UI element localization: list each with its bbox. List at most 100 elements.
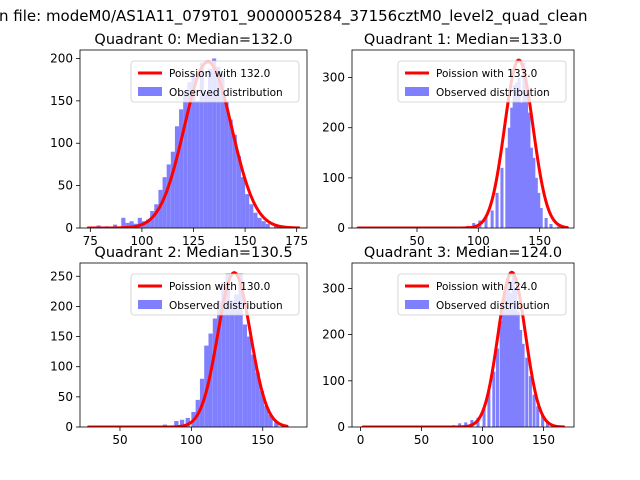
x-tick-label: 100 xyxy=(130,234,153,248)
histogram-bar xyxy=(507,127,511,228)
histogram-bar xyxy=(240,177,246,228)
x-tick-label: 100 xyxy=(471,433,494,447)
y-tick-label: 50 xyxy=(58,179,73,193)
histogram-bar xyxy=(537,192,541,228)
legend: Poission with 132.0 Observed distribution xyxy=(130,60,300,103)
x-tick-label: 75 xyxy=(83,234,98,248)
subplot-title: Quadrant 0: Median=132.0 xyxy=(94,32,292,48)
x-tick-label: 50 xyxy=(112,433,127,447)
histogram-bar xyxy=(251,354,256,427)
histogram-bar xyxy=(203,92,208,228)
histogram-bar xyxy=(259,390,265,427)
x-tick-label: 175 xyxy=(285,234,308,248)
histogram-bar xyxy=(528,376,532,427)
histogram-bar xyxy=(199,62,204,228)
histogram-bar xyxy=(534,177,538,228)
subplot-title: Quadrant 3: Median=124.0 xyxy=(364,245,562,261)
legend-box xyxy=(130,60,300,103)
subplot-title: Quadrant 2: Median=130.5 xyxy=(94,245,292,261)
histogram-bar xyxy=(187,82,192,228)
histogram-bar xyxy=(506,279,510,427)
legend-label-observed: Observed distribution xyxy=(436,300,550,312)
histogram-bar xyxy=(490,210,494,228)
histogram-bar xyxy=(519,329,523,427)
x-tick-label: 0 xyxy=(357,433,365,447)
legend-label-observed: Observed distribution xyxy=(169,300,283,312)
y-tick-label: 150 xyxy=(50,330,73,344)
y-tick-label: 0 xyxy=(337,221,345,235)
y-tick-label: 0 xyxy=(337,420,345,434)
axes-frame xyxy=(351,49,575,229)
axes-frame xyxy=(351,262,575,428)
axes-frame xyxy=(79,262,308,428)
histogram-bar xyxy=(527,112,531,228)
subplot-quadrant-2: 50 100 150 0 50 100 150 200 250 Poission with 130… xyxy=(50,245,308,447)
histogram-bar xyxy=(504,288,508,427)
histogram-bar xyxy=(228,119,233,228)
histogram-bar xyxy=(265,223,270,228)
x-tick-label: 150 xyxy=(532,433,555,447)
x-tick-label: 100 xyxy=(467,234,490,248)
histogram-bar xyxy=(137,217,142,228)
histogram-bar xyxy=(166,164,171,228)
histogram-bar xyxy=(195,100,200,228)
histogram-bar xyxy=(509,293,513,427)
histogram-bar xyxy=(208,333,213,427)
histogram-bar xyxy=(253,212,258,228)
y-tick-label: 300 xyxy=(322,281,345,295)
y-tick-label: 250 xyxy=(50,269,73,283)
subplot-title: Quadrant 1: Median=133.0 xyxy=(364,32,562,48)
x-tick-label: 125 xyxy=(182,234,205,248)
histogram-bar xyxy=(545,422,549,427)
histogram-bar xyxy=(458,423,462,427)
legend-label-observed: Observed distribution xyxy=(436,87,550,99)
legend-box xyxy=(397,273,567,316)
y-tick-label: 200 xyxy=(322,121,345,135)
histogram-bar xyxy=(255,372,260,427)
histogram-bar xyxy=(257,217,262,228)
histogram-bar xyxy=(179,109,184,228)
histogram-bar xyxy=(221,282,226,427)
histogram-bar xyxy=(516,311,520,427)
y-tick-label: 300 xyxy=(322,71,345,85)
y-tick-label: 200 xyxy=(322,328,345,342)
legend-label-fit: Poission with 130.0 xyxy=(169,281,270,293)
y-tick-label: 100 xyxy=(322,171,345,185)
legend: Poission with 124.0 Observed distribution xyxy=(397,273,567,316)
subplot-quadrant-1: 50 100 150 0 100 200 300 Poission with 133.0 Obs… xyxy=(322,32,575,248)
histogram-bar xyxy=(484,215,488,228)
legend-bar-swatch xyxy=(138,87,162,96)
histogram-bar xyxy=(499,320,503,427)
histogram-bar xyxy=(261,221,266,228)
x-tick-label: 100 xyxy=(180,433,203,447)
histogram-bar xyxy=(541,415,545,427)
histogram-bar xyxy=(146,219,151,228)
histogram-bar xyxy=(179,419,185,427)
histogram-bar xyxy=(500,167,504,228)
histogram-bar xyxy=(464,422,468,427)
legend-bar-swatch xyxy=(138,300,162,309)
histogram-bar xyxy=(207,68,213,228)
histogram-bar xyxy=(154,204,159,228)
histogram-bar xyxy=(216,66,221,228)
histogram-bar xyxy=(183,92,188,228)
histogram-bar xyxy=(113,224,118,228)
legend-label-fit: Poission with 132.0 xyxy=(169,68,270,80)
histogram-bar xyxy=(532,394,536,427)
histogram-bar xyxy=(517,77,521,228)
histogram-bar xyxy=(502,306,506,427)
histogram-bar xyxy=(510,107,514,228)
histogram-bar xyxy=(185,417,190,427)
histogram-bar xyxy=(225,273,230,427)
histogram-bar xyxy=(539,207,543,228)
legend-bar-swatch xyxy=(405,87,429,96)
subplot-quadrant-0: 75 100 125 150 175 0 50 100 150 200 Poission with … xyxy=(50,32,308,248)
histogram-bar xyxy=(495,348,499,427)
histogram-bar xyxy=(532,157,536,228)
histogram-bar xyxy=(524,82,529,228)
histogram-bar xyxy=(238,273,243,427)
y-tick-label: 150 xyxy=(50,94,73,108)
histogram-bar xyxy=(162,177,167,228)
histogram-bar xyxy=(247,336,252,427)
histogram-bar xyxy=(232,134,237,228)
